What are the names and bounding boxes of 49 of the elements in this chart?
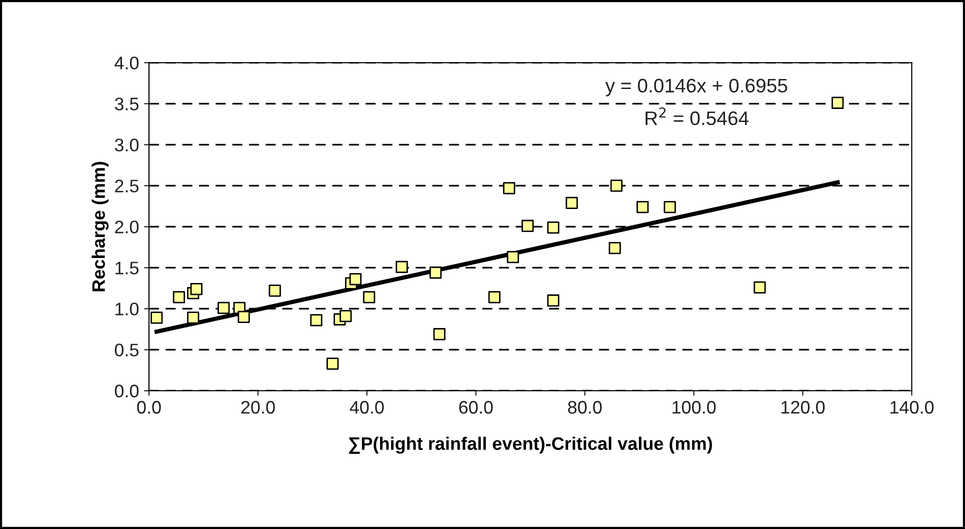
point bbox=[326, 358, 339, 370]
y-tick-label: 3.0 bbox=[114, 138, 139, 152]
point bbox=[664, 200, 676, 214]
x-tick-label: 140.0 bbox=[890, 400, 934, 414]
point bbox=[566, 196, 578, 209]
point bbox=[150, 312, 163, 324]
y-tick-label: 0.0 bbox=[114, 384, 139, 398]
x-tick-label: 100.0 bbox=[672, 400, 716, 414]
y-tick-label: 2.0 bbox=[115, 220, 139, 234]
point bbox=[488, 291, 500, 304]
point bbox=[238, 310, 250, 323]
y-axis-title: Recharge (mm) bbox=[92, 162, 109, 292]
point bbox=[396, 260, 408, 273]
x-tick-label: 20.0 bbox=[241, 400, 275, 414]
x-tick-label: 40.0 bbox=[350, 400, 384, 414]
point bbox=[190, 282, 202, 296]
point bbox=[187, 312, 200, 324]
point bbox=[218, 302, 230, 314]
x-axis-title: ∑P(hight rainfall event)-Critical value (mm) bbox=[349, 436, 712, 454]
point bbox=[340, 310, 352, 322]
x-tick-label: 80.0 bbox=[568, 400, 602, 414]
point bbox=[172, 291, 186, 304]
point bbox=[363, 291, 376, 304]
y-tick-label: 4.0 bbox=[114, 56, 139, 70]
y-tick-label: 1.0 bbox=[116, 302, 139, 316]
annotation: R$^{2}$ = 0.5464 bbox=[646, 107, 749, 126]
x-tick-label: 120.0 bbox=[782, 400, 825, 414]
point bbox=[832, 96, 844, 109]
point bbox=[506, 250, 520, 264]
point bbox=[547, 294, 560, 307]
point bbox=[503, 182, 516, 194]
annotation: y = 0.0146x + 0.6955 bbox=[605, 78, 788, 96]
y-tick-label: 2.5 bbox=[115, 180, 139, 192]
x-tick-label: 0.0 bbox=[137, 400, 161, 414]
point bbox=[268, 284, 281, 297]
point bbox=[547, 221, 560, 234]
y-tick-label: 1.5 bbox=[116, 262, 139, 274]
point bbox=[608, 242, 621, 254]
point bbox=[310, 314, 322, 326]
point bbox=[433, 328, 446, 340]
x-tick-label: 60.0 bbox=[459, 400, 493, 414]
point bbox=[636, 200, 649, 214]
point bbox=[522, 220, 534, 232]
point bbox=[754, 281, 766, 294]
y-tick-label: 3.5 bbox=[114, 98, 139, 110]
point bbox=[349, 273, 362, 286]
point bbox=[429, 266, 442, 279]
point bbox=[610, 180, 623, 192]
y-tick-label: 0.5 bbox=[114, 344, 139, 356]
